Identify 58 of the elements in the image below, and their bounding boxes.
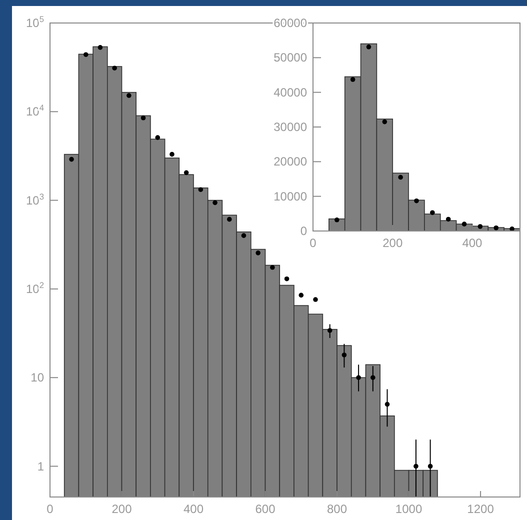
point xyxy=(298,292,304,298)
point xyxy=(241,233,246,238)
point xyxy=(428,464,433,469)
point xyxy=(342,352,347,358)
y-tick-label: 10$^{5}$ xyxy=(26,14,44,30)
point xyxy=(112,66,117,70)
point xyxy=(350,77,356,82)
point xyxy=(370,375,376,380)
point xyxy=(313,297,318,302)
y-tick-label: 10000 xyxy=(274,189,308,204)
point xyxy=(140,116,146,120)
point xyxy=(284,276,290,282)
point xyxy=(446,216,451,222)
point xyxy=(356,375,361,380)
point xyxy=(126,93,132,98)
x-tick-label: 0 xyxy=(46,502,54,516)
point xyxy=(384,402,390,407)
y-tick-label: 30000 xyxy=(274,120,308,134)
point xyxy=(98,45,103,50)
point xyxy=(366,44,372,50)
y-tick-label: 10$^{3}$ xyxy=(26,191,44,208)
y-tick-label: 0 xyxy=(300,224,308,238)
point xyxy=(398,174,403,180)
y-tick-label: 20000 xyxy=(274,154,308,169)
point xyxy=(212,200,218,206)
point xyxy=(69,156,74,162)
x-tick-label: 400 xyxy=(183,502,204,516)
y-tick-label: 50000 xyxy=(274,50,308,65)
y-tick-label: 40000 xyxy=(274,85,308,100)
y-tick-label: 10$^{4}$ xyxy=(26,102,44,119)
point xyxy=(327,328,332,333)
point xyxy=(334,218,340,222)
point xyxy=(462,222,467,226)
y-tick-label: 10 xyxy=(30,370,44,385)
point xyxy=(256,250,260,256)
point xyxy=(414,198,419,204)
point xyxy=(170,152,174,157)
point xyxy=(184,170,189,176)
point xyxy=(155,135,160,140)
x-tick-label: 400 xyxy=(462,236,483,250)
x-tick-label: 1200 xyxy=(467,502,494,516)
y-tick-label: 1 xyxy=(37,459,44,474)
point xyxy=(478,224,483,229)
point xyxy=(430,210,435,216)
x-tick-label: 0 xyxy=(310,236,317,250)
x-tick-label: 600 xyxy=(255,502,276,516)
x-tick-label: 200 xyxy=(112,502,132,516)
point xyxy=(226,216,232,222)
point xyxy=(414,464,418,469)
point xyxy=(198,187,204,192)
y-tick-label: 10$^{2}$ xyxy=(26,280,44,296)
x-tick-label: 1000 xyxy=(395,502,422,516)
point xyxy=(83,52,88,58)
x-tick-label: 200 xyxy=(382,236,403,250)
x-tick-label: 800 xyxy=(327,502,348,516)
point xyxy=(382,119,388,124)
point xyxy=(494,225,499,230)
point xyxy=(270,265,275,270)
